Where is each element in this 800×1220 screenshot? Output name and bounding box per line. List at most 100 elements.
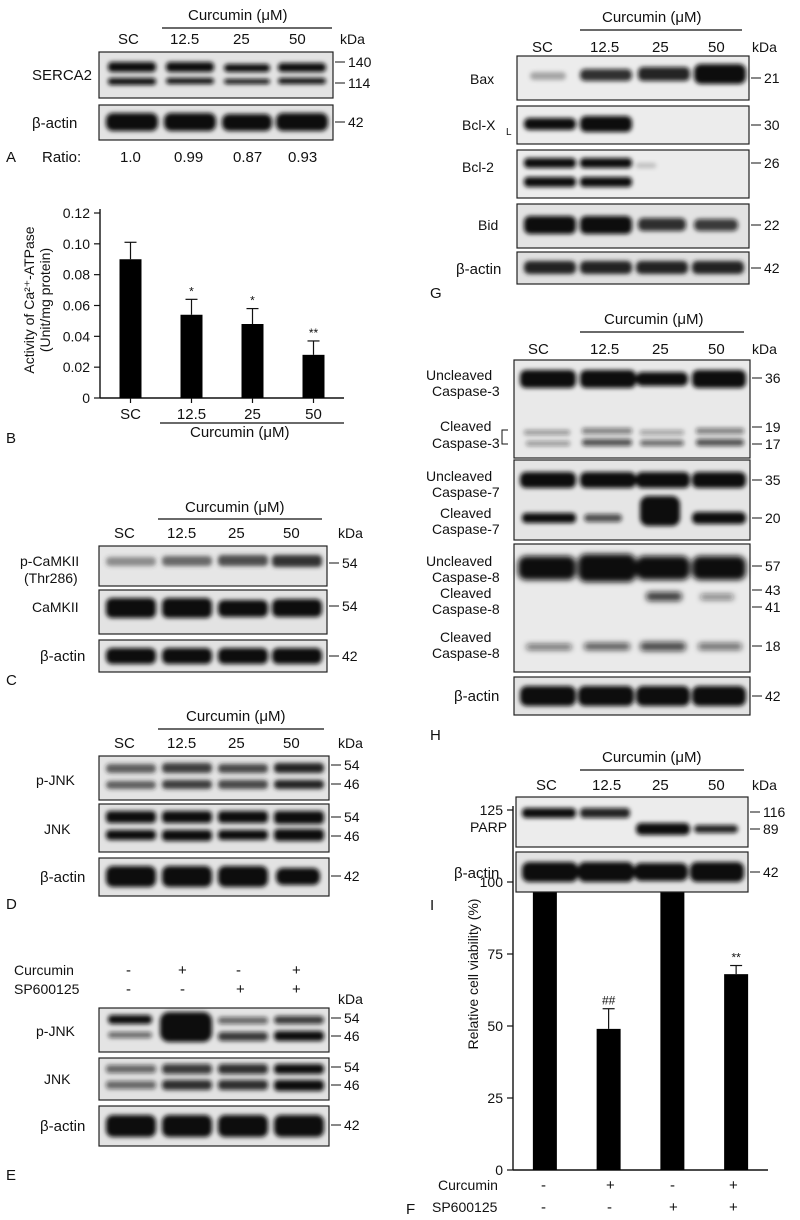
curcumin-header: Curcumin (μM) <box>602 9 701 26</box>
protein-label-p-jnk: p-JNK <box>36 1023 76 1039</box>
blot-bands-beta-actin <box>520 686 746 706</box>
marker-54: 54 <box>344 809 360 825</box>
kda-label: kDa <box>752 39 777 55</box>
bracket-icon <box>501 429 508 445</box>
curcumin-header: Curcumin (μM) <box>602 749 701 766</box>
bar <box>241 324 264 398</box>
blot-bands-beta-actin <box>106 113 328 131</box>
marker-46: 46 <box>344 828 360 844</box>
blot-bands-p-camkii <box>106 555 322 567</box>
y-tick-label: 0 <box>82 390 90 406</box>
protein-label-p-camkii: p-CaMKII <box>20 553 79 569</box>
marker-89: 89 <box>763 821 779 837</box>
y-tick-label: 75 <box>487 946 503 962</box>
label-uncleaved: Uncleaved <box>426 468 492 484</box>
protein-label-camkii: CaMKII <box>32 599 79 615</box>
label-caspase-7: Caspase-7 <box>432 484 500 500</box>
panel-a: SC Curcumin (μM) 12.5 25 50 kDa SERCA2 1… <box>6 7 372 166</box>
marker-114: 114 <box>348 75 371 91</box>
blot-bands-beta-actin <box>106 1115 324 1137</box>
sign: + <box>292 962 301 979</box>
row-label-curcumin: Curcumin <box>438 1177 498 1193</box>
panel-c: Curcumin (μM) SC 12.5 25 50 kDa p-CaMKII… <box>6 499 363 689</box>
marker-42: 42 <box>344 868 360 884</box>
marker-43: 43 <box>765 582 781 598</box>
y-tick-label: 50 <box>487 1018 503 1034</box>
blot-bands-caspase-7 <box>520 472 746 526</box>
bar <box>660 882 685 1170</box>
blot-frame-serca2 <box>98 51 334 99</box>
protein-label-beta-actin: β-actin <box>454 688 499 705</box>
marker-140: 140 <box>348 54 372 70</box>
label-cleaved: Cleaved <box>440 585 491 601</box>
marker-54: 54 <box>342 555 358 571</box>
protein-label-serca2: SERCA2 <box>32 67 92 84</box>
marker-42: 42 <box>342 648 358 664</box>
curcumin-header: Curcumin (μM) <box>188 7 287 24</box>
protein-label-beta-actin: β-actin <box>40 869 85 886</box>
sign: + <box>606 1177 615 1194</box>
significance-mark: * <box>250 294 255 308</box>
lane-label-50: 50 <box>708 341 725 358</box>
marker-17: 17 <box>765 436 781 452</box>
y-tick-label: 0.10 <box>63 236 90 252</box>
y-axis-label-line2: (Unit/mg protein) <box>37 248 53 352</box>
sign: - <box>670 1177 675 1194</box>
marker-46: 46 <box>344 1028 360 1044</box>
blot-bands-p-jnk <box>108 1012 324 1042</box>
lane-label-50: 50 <box>289 31 306 48</box>
ratio-value: 1.0 <box>120 149 141 166</box>
label-cleaved: Cleaved <box>440 629 491 645</box>
blot-bands-jnk <box>106 1064 324 1091</box>
panel-letter-c: C <box>6 672 17 689</box>
protein-label-bcl-x-subscript: L <box>506 127 512 138</box>
blot-bands-camkii <box>106 598 322 618</box>
blot-bands-beta-actin <box>106 648 322 664</box>
blot-bands-p-jnk <box>106 763 324 789</box>
panel-d: Curcumin (μM) SC 12.5 25 50 kDa p-JNK 54… <box>6 708 363 913</box>
panel-g: Curcumin (μM) SC 12.5 25 50 kDa Bax 21 B… <box>430 9 780 302</box>
marker-42: 42 <box>348 114 364 130</box>
lane-label-12-5: 12.5 <box>167 735 196 752</box>
protein-label-jnk: JNK <box>44 1071 71 1087</box>
marker-19: 19 <box>765 419 781 435</box>
protein-label-beta-actin: β-actin <box>454 865 499 882</box>
lane-label-25: 25 <box>228 735 245 752</box>
marker-42: 42 <box>763 864 779 880</box>
kda-label: kDa <box>752 341 777 357</box>
marker-54: 54 <box>344 757 360 773</box>
panel-i: Curcumin (μM) SC 12.5 25 50 kDa PARP 116… <box>430 749 786 914</box>
panel-h: Curcumin (μM) SC 12.5 25 50 kDa Uncleave… <box>426 311 781 744</box>
blot-bands-bcl-2 <box>524 158 656 187</box>
y-tick-label: 0.02 <box>63 359 90 375</box>
lane-label-sc: SC <box>114 525 135 542</box>
lane-label-sc: SC <box>532 39 553 56</box>
label-caspase-8: Caspase-8 <box>432 569 500 585</box>
marker-42: 42 <box>765 688 781 704</box>
protein-label-beta-actin: β-actin <box>32 115 77 132</box>
protein-label-bid: Bid <box>478 217 498 233</box>
lane-label-25: 25 <box>228 525 245 542</box>
sign: - <box>607 1199 612 1216</box>
marker-57: 57 <box>765 558 781 574</box>
marker-35: 35 <box>765 472 781 488</box>
kda-label: kDa <box>338 735 363 751</box>
x-tick-label: 12.5 <box>177 406 206 423</box>
significance-mark: ## <box>602 994 616 1008</box>
blot-bands-bcl-xl <box>524 116 632 132</box>
label-caspase-3: Caspase-3 <box>432 435 500 451</box>
marker-42: 42 <box>764 260 780 276</box>
label-cleaved: Cleaved <box>440 418 491 434</box>
row-label-curcumin: Curcumin <box>14 962 74 978</box>
bar <box>724 974 749 1170</box>
marker-54: 54 <box>344 1059 360 1075</box>
lane-label-12-5: 12.5 <box>592 777 621 794</box>
panel-letter-a: A <box>6 149 16 166</box>
y-tick-label: 0.06 <box>63 298 90 314</box>
x-tick-label: 50 <box>305 406 322 423</box>
sign: - <box>180 981 185 998</box>
marker-21: 21 <box>764 70 780 86</box>
kda-label: kDa <box>752 777 777 793</box>
curcumin-header: Curcumin (μM) <box>185 499 284 516</box>
bar <box>532 882 557 1170</box>
